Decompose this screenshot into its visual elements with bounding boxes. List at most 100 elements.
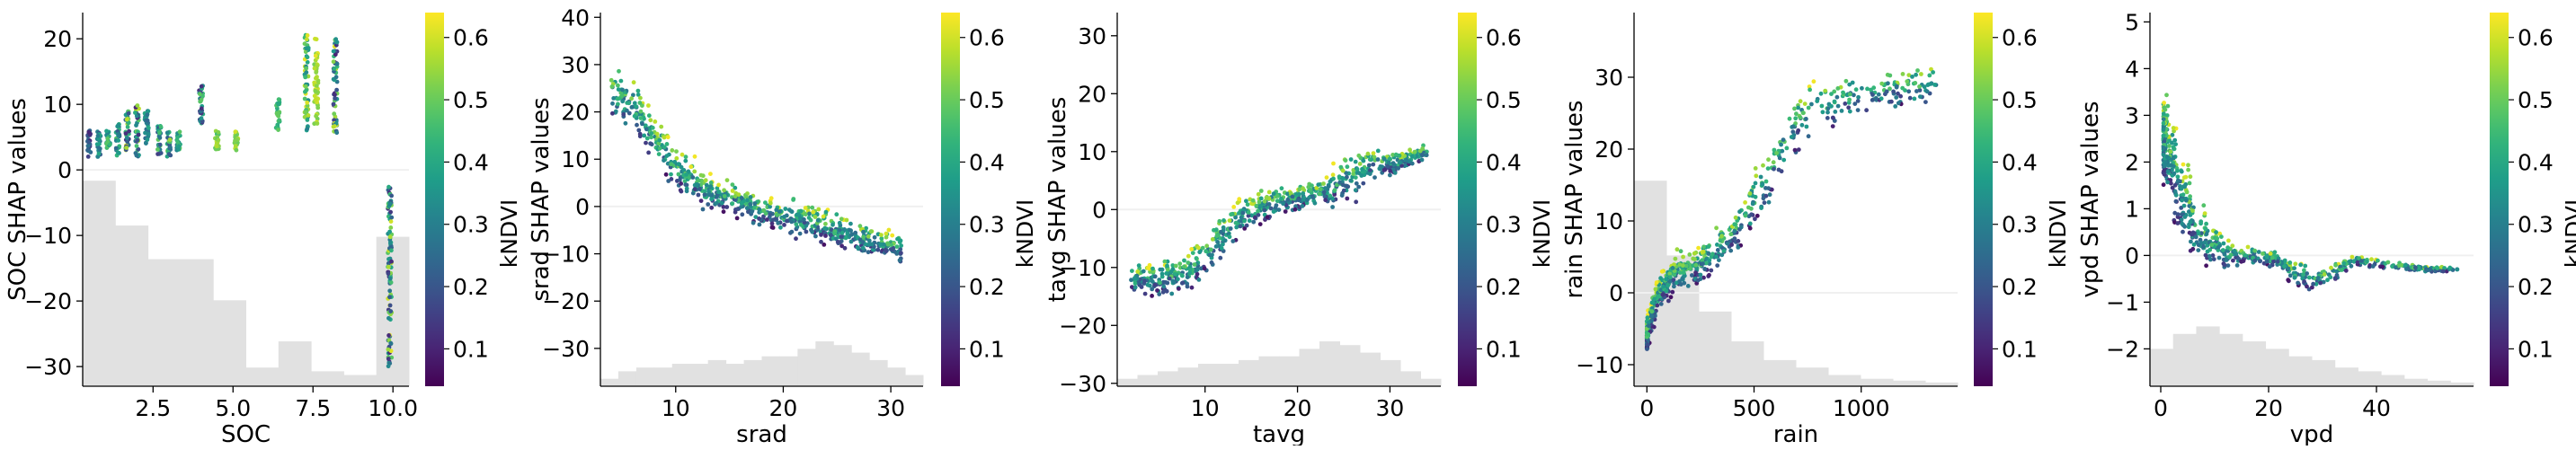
data-point (1159, 267, 1165, 272)
data-point (86, 129, 92, 135)
data-point (1256, 208, 1260, 214)
data-point (1351, 168, 1356, 172)
data-point (1170, 263, 1176, 268)
colorbar-rain: 0.1 0.2 0.3 0.4 0.5 0.6 kNDVI (1974, 13, 2071, 386)
data-point (1646, 342, 1650, 348)
data-point (631, 80, 636, 85)
histogram-bar (2358, 371, 2382, 386)
data-point (1343, 158, 1348, 163)
data-point (1285, 191, 1290, 197)
data-point (2173, 142, 2179, 147)
data-point (1221, 218, 1226, 223)
data-point (757, 222, 762, 227)
data-point (214, 144, 219, 149)
data-point (175, 140, 181, 146)
data-point (2258, 259, 2262, 264)
data-point (1839, 109, 1844, 113)
data-point (1855, 108, 1861, 112)
data-point (2322, 272, 2327, 277)
data-point (1707, 258, 1712, 263)
data-point (1355, 167, 1360, 172)
data-point (2175, 168, 2180, 173)
data-point (146, 109, 151, 114)
data-point (2188, 174, 2193, 180)
histogram-bar (1239, 359, 1259, 386)
data-point (708, 172, 713, 177)
data-point (692, 187, 697, 192)
data-point (2167, 144, 2172, 148)
data-point (387, 229, 392, 234)
colorbar-tick-label: 0.3 (1486, 212, 1522, 238)
data-point (662, 135, 667, 140)
data-point (2163, 107, 2168, 112)
data-point (1771, 160, 1776, 165)
data-point (1317, 191, 1322, 197)
data-point (1864, 108, 1870, 113)
data-point (823, 221, 828, 226)
colorbar-tick-label: 0.3 (2002, 212, 2038, 238)
data-point (706, 192, 712, 198)
data-point (313, 53, 318, 58)
data-point (1356, 171, 1361, 175)
data-point (2376, 258, 2380, 263)
data-point (839, 243, 844, 249)
data-point (1834, 94, 1840, 100)
data-point (763, 211, 768, 216)
data-point (2165, 180, 2171, 185)
data-point (2293, 261, 2298, 267)
histogram-bar (1828, 375, 1861, 386)
data-point (1915, 68, 1920, 73)
data-point (2190, 246, 2196, 251)
colorbar-tick-label: 0.2 (1486, 274, 1522, 300)
data-point (2207, 253, 2212, 259)
data-point (690, 190, 696, 196)
data-point (134, 144, 139, 148)
x-tick-label: 20 (2254, 395, 2283, 421)
data-point (1240, 210, 1246, 216)
data-point (276, 101, 280, 107)
data-point (634, 104, 639, 109)
histogram-bar (2403, 378, 2429, 386)
data-point (615, 96, 620, 101)
data-point (1210, 237, 1215, 242)
data-point (642, 133, 647, 138)
data-point (2179, 186, 2184, 191)
histogram-bar (761, 356, 780, 386)
data-point (1213, 244, 1219, 249)
data-point (387, 276, 393, 281)
data-point (1408, 147, 1412, 153)
data-point (1648, 313, 1654, 319)
data-point (2175, 174, 2181, 180)
data-point (158, 124, 164, 129)
data-point (2193, 234, 2198, 240)
points-srad (608, 68, 903, 264)
histogram-bar (1279, 356, 1300, 386)
data-point (721, 205, 726, 209)
data-point (1254, 203, 1259, 208)
data-point (1808, 87, 1812, 93)
data-point (886, 227, 892, 233)
data-point (866, 250, 871, 255)
data-point (1753, 216, 1757, 222)
data-point (2167, 137, 2172, 143)
histogram-bar (1893, 380, 1926, 386)
data-point (1762, 200, 1767, 206)
data-point (1707, 261, 1712, 266)
data-point (1670, 289, 1675, 295)
data-point (1231, 205, 1237, 209)
data-point (1393, 152, 1399, 157)
data-point (2189, 239, 2193, 244)
data-point (1372, 154, 1377, 160)
data-point (387, 288, 393, 294)
data-point (1160, 289, 1166, 295)
data-point (810, 205, 815, 210)
data-point (386, 347, 391, 352)
data-point (2186, 167, 2191, 172)
data-point (716, 190, 722, 195)
data-point (632, 101, 637, 106)
data-point (1780, 148, 1785, 154)
x-tick-label: 2.5 (135, 395, 171, 421)
x-tick-label: 7.5 (295, 395, 331, 421)
y-tick-label: 0 (2125, 243, 2139, 269)
data-point (748, 195, 753, 199)
